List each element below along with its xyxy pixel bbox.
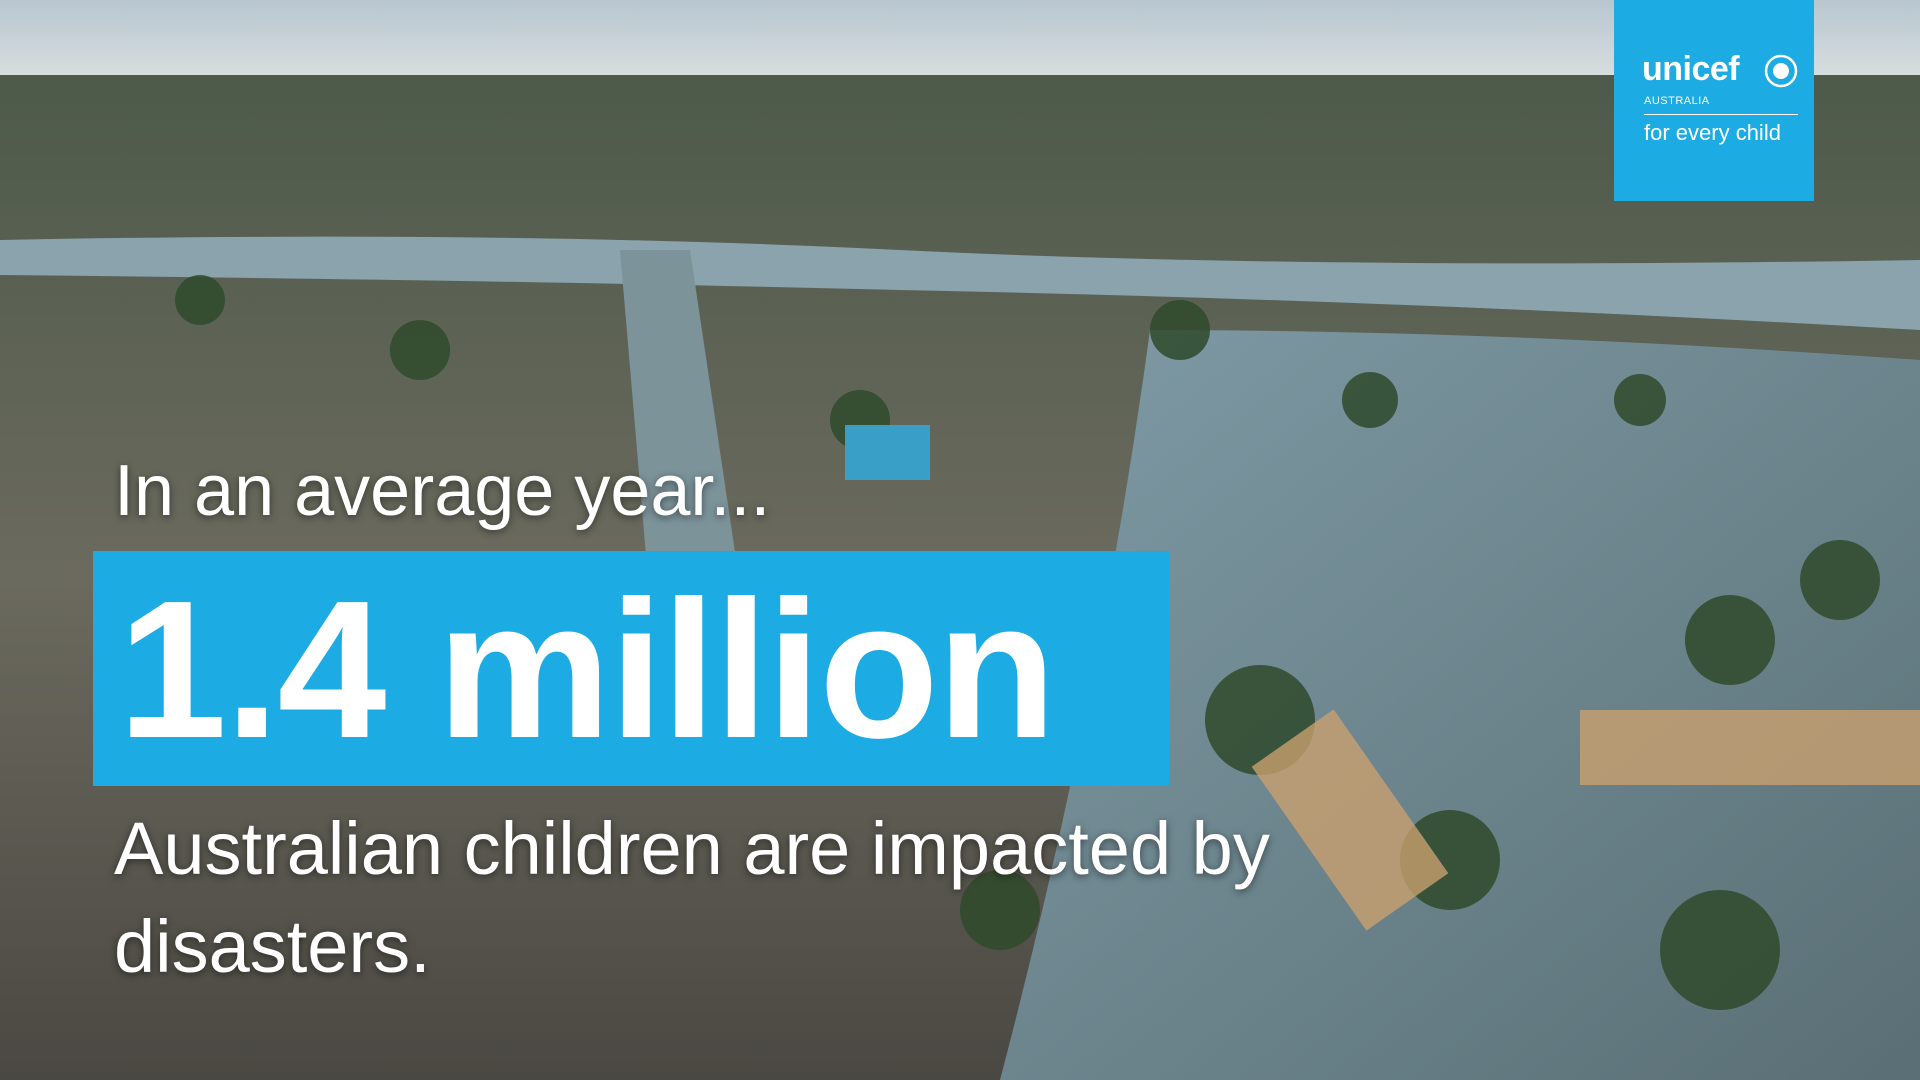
headline-figure: 1.4 million	[118, 560, 1056, 779]
logo-divider	[1644, 114, 1798, 115]
unicef-logo[interactable]: unicef AUSTRALIA for every child	[1614, 0, 1814, 201]
logo-country: AUSTRALIA	[1644, 95, 1710, 107]
logo-emblem	[1764, 54, 1798, 88]
figure-highlight	[93, 551, 1169, 786]
logo-brand: unicef	[1642, 50, 1740, 88]
logo-tagline: for every child	[1644, 120, 1781, 145]
headline-statement: Australian children are impacted by disa…	[114, 807, 1270, 988]
headline-intro: In an average year...	[114, 451, 771, 531]
